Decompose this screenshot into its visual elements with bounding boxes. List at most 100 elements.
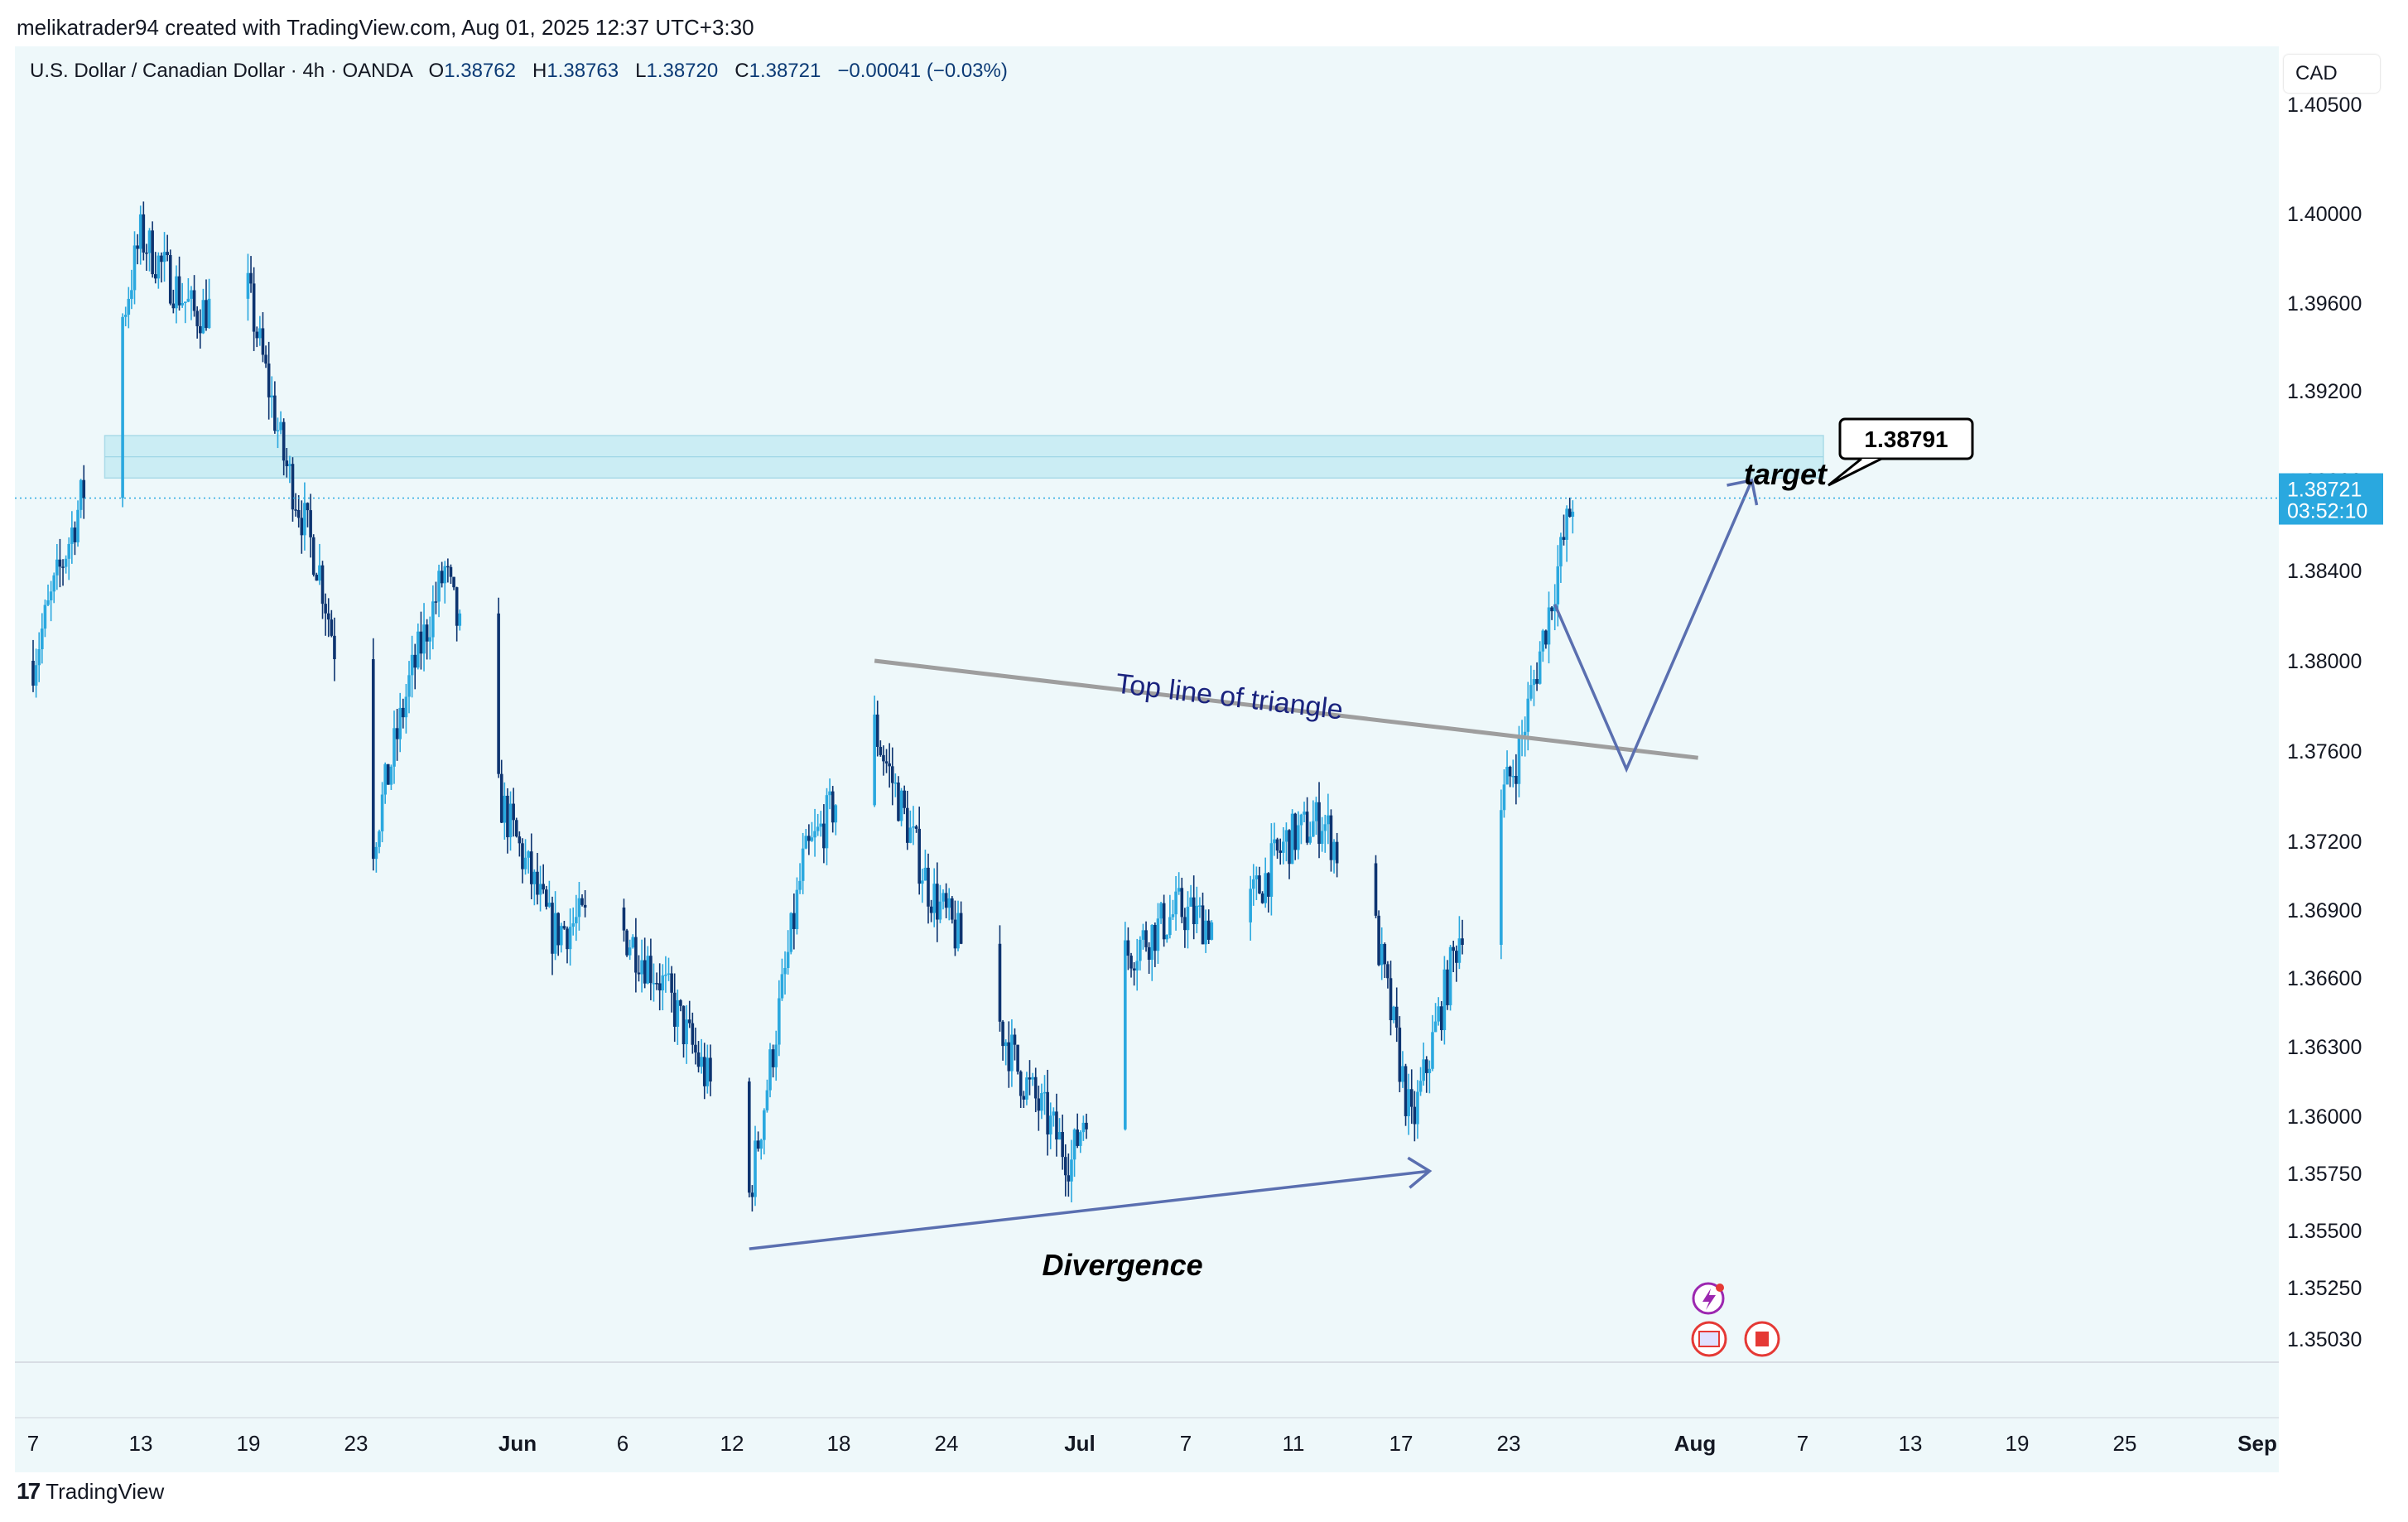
candle-body [46, 600, 50, 605]
candle-body [622, 907, 626, 931]
candle-body [190, 290, 193, 299]
candle-body [1135, 961, 1139, 971]
candle-body [1293, 813, 1298, 850]
candle-body [1535, 679, 1539, 684]
divergence-arrowhead [1407, 1156, 1433, 1189]
low-label: L [635, 60, 647, 82]
candle-body [64, 558, 68, 567]
candle-body [908, 827, 913, 843]
candle-body [810, 837, 814, 841]
y-tick-label: 1.35500 [2287, 1220, 2362, 1243]
candle-body [795, 889, 799, 929]
candle-body [1070, 1159, 1073, 1182]
candle-body [458, 613, 462, 626]
candle-body [694, 1044, 697, 1052]
candle-body [1526, 698, 1530, 732]
candle-body [506, 795, 509, 838]
candle-body [822, 823, 826, 849]
candle-body [306, 503, 310, 511]
candle-body [130, 290, 133, 299]
tradingview-logo[interactable]: 17 TradingView [17, 1478, 164, 1505]
candle-body [261, 328, 265, 355]
candle-body [378, 831, 381, 847]
symbol-name[interactable]: U.S. Dollar / Canadian Dollar · 4h · OAN… [30, 60, 412, 82]
candle-body [1532, 679, 1536, 686]
candle-body [1428, 1068, 1432, 1073]
candle-body [1016, 1044, 1019, 1072]
candle-body [1129, 956, 1133, 969]
candle-body [309, 510, 312, 537]
x-tick-label: 23 [1497, 1431, 1521, 1456]
candle-body [1562, 537, 1566, 540]
candle-body [792, 913, 796, 929]
candle-body [1442, 969, 1447, 1031]
economic-events [1691, 1282, 1780, 1357]
x-tick-label: 11 [1283, 1431, 1305, 1456]
candle-body [551, 903, 554, 954]
symbol-legend[interactable]: U.S. Dollar / Canadian Dollar · 4h · OAN… [30, 60, 1008, 83]
candle-body [1571, 511, 1575, 518]
candle-body [136, 245, 139, 249]
candle-body [825, 795, 829, 849]
candle-body [1210, 922, 1214, 940]
candle-body [637, 972, 641, 975]
candle-body [754, 1140, 757, 1197]
candle-body [389, 766, 393, 785]
candle-body [1454, 951, 1458, 963]
candle-body [553, 913, 557, 954]
candle-body [1007, 1042, 1011, 1072]
candle-body [58, 559, 62, 567]
candle-body [1547, 607, 1551, 645]
candle-body [1124, 940, 1127, 1129]
candle-body [1523, 731, 1527, 735]
candle-body [1126, 940, 1130, 956]
x-tick-label: 25 [2113, 1431, 2137, 1456]
candle-body [1186, 906, 1190, 931]
candle-body [1327, 815, 1330, 825]
candle-body [1061, 1132, 1064, 1158]
candle-body [912, 826, 915, 828]
attribution-text: melikatrader94 created with TradingView.… [17, 15, 754, 40]
candle-body [828, 791, 831, 796]
candle-body [419, 631, 423, 654]
y-tick-label: 1.37600 [2287, 740, 2362, 763]
candle-body [1269, 843, 1274, 897]
candle-body [282, 421, 286, 461]
candle-body [873, 714, 876, 806]
ca-flag-body-icon [1755, 1332, 1769, 1346]
x-tick-label: 18 [827, 1431, 851, 1456]
x-tick-label: Sep [2237, 1431, 2277, 1456]
currency-button[interactable]: CAD [2284, 55, 2380, 93]
candle-body [765, 1090, 769, 1110]
candle-body [1057, 1132, 1062, 1140]
candle-body [380, 794, 384, 831]
candle-body [446, 566, 450, 568]
candle-body [691, 1023, 695, 1045]
candle-body [1025, 1077, 1028, 1100]
candle-body [763, 1110, 766, 1140]
x-tick-label: 19 [237, 1431, 261, 1456]
candle-body [255, 331, 259, 339]
candle-body [897, 783, 900, 821]
candle-body [1515, 776, 1518, 784]
candle-body [326, 613, 330, 620]
candle-body [1046, 1091, 1049, 1134]
plot-area [15, 46, 2279, 1472]
y-tick-label: 1.37200 [2287, 831, 2362, 854]
candle-body [1037, 1098, 1041, 1111]
divergence-label: Divergence [1043, 1248, 1203, 1282]
candle-body [559, 926, 563, 946]
candle-body [440, 571, 444, 584]
candle-body [1374, 863, 1378, 916]
candle-body [1303, 812, 1306, 815]
candle-body [1308, 836, 1312, 843]
tradingview-brand: TradingView [46, 1478, 165, 1504]
candle-body [634, 937, 638, 973]
candle-body [121, 316, 124, 499]
candle-body [1297, 825, 1300, 850]
candle-body [330, 619, 334, 636]
candle-body [905, 807, 909, 843]
candle-body [664, 974, 667, 976]
candle-body [951, 898, 954, 920]
